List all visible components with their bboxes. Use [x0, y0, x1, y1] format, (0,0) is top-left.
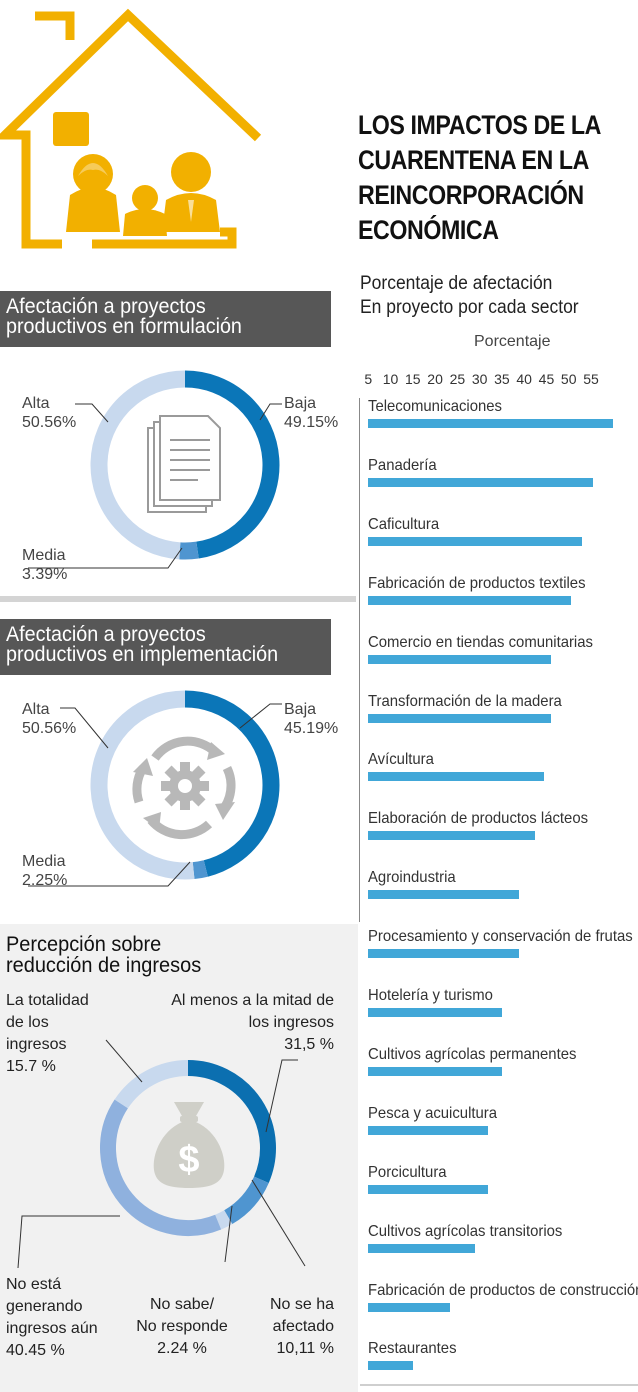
x-tick-label: 30	[471, 371, 488, 387]
bar-chart-axis-line	[359, 398, 360, 922]
formulation-media-label: Media 3.39%	[22, 547, 68, 583]
formulation-baja-label: Baja 49.15%	[284, 395, 339, 431]
section-divider	[0, 596, 356, 602]
x-tick-label: 20	[427, 371, 443, 387]
donut-slice-alta	[90, 690, 195, 880]
bar	[368, 713, 551, 723]
income-donut	[100, 1060, 276, 1236]
bar	[368, 949, 520, 959]
bar	[368, 772, 544, 782]
bar	[368, 654, 551, 664]
x-axis-title: Porcentaje	[474, 333, 551, 350]
bar-category-label: Pesca y acuicultura	[368, 1104, 498, 1122]
x-tick-label: 40	[516, 371, 532, 387]
donut-slice-no-est-generando-ingresos-a-n	[100, 1099, 222, 1236]
bar-category-label: Porcicultura	[368, 1163, 447, 1181]
income-totalidad-label: La totalidad de los ingresos 15.7 %	[6, 992, 89, 1075]
bar	[368, 1302, 451, 1312]
bar-category-label: Hotelería y turismo	[368, 987, 493, 1004]
implementation-media-label: Media 2.25%	[22, 853, 68, 889]
bar	[368, 890, 520, 900]
bar-category-label: Agroindustria	[368, 869, 456, 887]
bar-category-label: Avícultura	[368, 751, 434, 769]
bar	[368, 831, 536, 841]
x-tick-label: 50	[560, 371, 577, 387]
donut-slice-baja	[184, 370, 280, 559]
x-tick-label: 15	[405, 371, 421, 387]
income-no-afectado-label: No se ha afectado 10,11 %	[269, 1296, 334, 1357]
document-stack-icon	[147, 415, 221, 513]
bar	[368, 1066, 502, 1076]
implementation-alta-label: Alta 50.56%	[22, 701, 77, 737]
donut-slice-la-totalidad-de-los-ingresos	[114, 1060, 189, 1109]
bar-category-label: Transformación de la madera	[368, 692, 562, 710]
bar-category-label: Fabricación de productos de construcción	[368, 1281, 638, 1299]
bar	[368, 536, 582, 546]
bar	[368, 1008, 502, 1017]
bar-category-label: Procesamiento y conservación de frutas	[368, 928, 633, 946]
x-tick-label: 35	[494, 371, 510, 387]
donut-slice-alta	[90, 370, 186, 560]
bar	[368, 1125, 489, 1135]
x-tick-label: 10	[382, 371, 399, 387]
donut-slice-no-sabe-no-responde	[215, 1210, 233, 1230]
bar-chart-bottom-line	[360, 1384, 638, 1386]
gear-cycle-icon	[132, 736, 236, 840]
income-no-generando-label: No está generando ingresos aún 40.45 %	[6, 1276, 98, 1359]
bar	[368, 1361, 413, 1371]
formulation-leaders	[28, 403, 282, 569]
x-tick-label: 55	[583, 371, 599, 387]
money-bag-icon: $	[153, 1102, 225, 1188]
bar	[368, 1243, 475, 1253]
income-no-sabe-label: No sabe/ No responde 2.24 %	[136, 1296, 228, 1357]
income-leaders	[17, 1039, 306, 1269]
bar-category-label: Cultivos agrícolas transitorios	[368, 1222, 563, 1240]
bar-category-label: Comercio en tiendas comunitarias	[368, 633, 593, 651]
bar-category-label: Panadería	[368, 456, 437, 474]
x-tick-label: 5	[364, 371, 373, 387]
income-mitad-label: Al menos a la mitad de los ingresos 31,5…	[171, 992, 334, 1053]
bar-category-label: Telecomunicaciones	[368, 398, 502, 415]
chart-subtitle: Porcentaje de afectación En proyecto por…	[360, 273, 579, 318]
donut-slice-media	[192, 860, 208, 880]
x-tick-label: 45	[538, 371, 555, 387]
income-title: Percepción sobre reducción de ingresos	[6, 933, 202, 977]
bar-category-label: Cultivos agrícolas permanentes	[368, 1045, 577, 1063]
implementation-donut	[90, 690, 280, 880]
implementation-header: Afectación a proyectos productivos en im…	[0, 619, 331, 675]
formulation-header: Afectación a proyectos productivos en fo…	[0, 291, 331, 347]
page-title: LOS IMPACTOS DE LA CUARENTENA EN LA REIN…	[358, 110, 601, 245]
bar	[368, 477, 593, 487]
bar-category-label: Elaboración de productos lácteos	[368, 810, 589, 828]
implementation-baja-label: Baja 45.19%	[284, 701, 339, 737]
x-tick-label: 25	[449, 371, 466, 387]
bar	[368, 1184, 489, 1194]
bar-category-label: Caficultura	[368, 515, 440, 533]
donut-slice-baja	[184, 690, 280, 877]
bar-category-label: Restaurantes	[368, 1340, 457, 1358]
formulation-alta-label: Alta 50.56%	[22, 395, 77, 431]
donut-slice-al-menos-a-la-mitad-de-los-ingresos	[187, 1060, 276, 1183]
implementation-leaders	[28, 703, 282, 887]
bar	[368, 595, 571, 605]
bar-category-label: Fabricación de productos textiles	[368, 574, 586, 592]
svg-text:$: $	[178, 1139, 199, 1181]
house-family-icon	[0, 8, 262, 249]
bar	[368, 419, 613, 428]
